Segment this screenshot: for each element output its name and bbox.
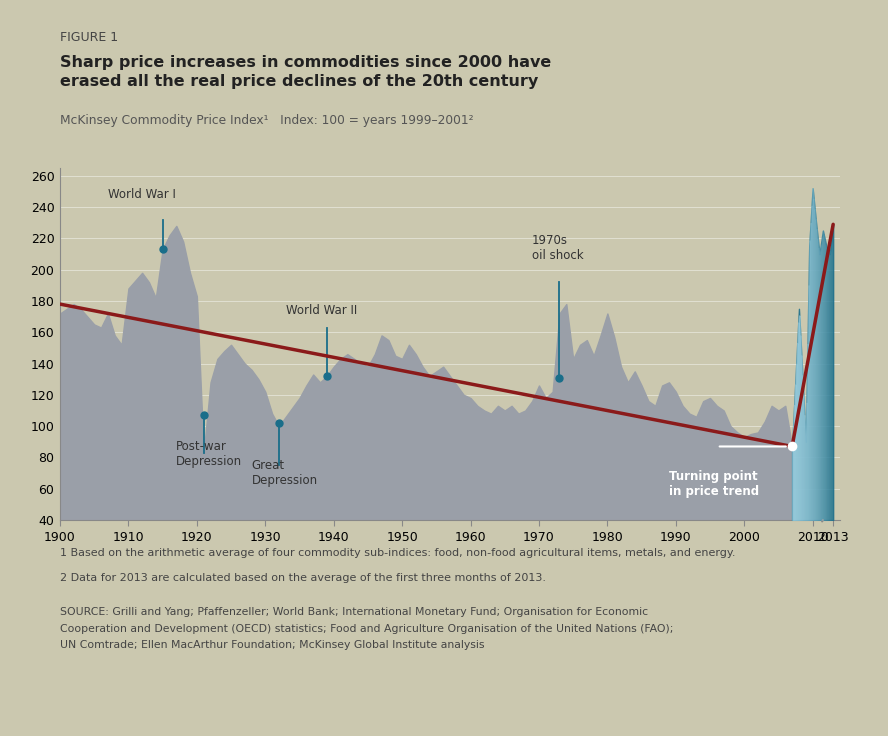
Text: UN Comtrade; Ellen MacArthur Foundation; McKinsey Global Institute analysis: UN Comtrade; Ellen MacArthur Foundation;… <box>60 640 485 651</box>
Text: FIGURE 1: FIGURE 1 <box>60 31 118 44</box>
Text: McKinsey Commodity Price Index¹   Index: 100 = years 1999–2001²: McKinsey Commodity Price Index¹ Index: 1… <box>60 114 474 127</box>
Text: Sharp price increases in commodities since 2000 have
erased all the real price d: Sharp price increases in commodities sin… <box>60 55 551 89</box>
Text: 2 Data for 2013 are calculated based on the average of the first three months of: 2 Data for 2013 are calculated based on … <box>60 573 546 583</box>
Text: World War I: World War I <box>108 188 176 201</box>
Text: Great
Depression: Great Depression <box>251 459 318 487</box>
Text: SOURCE: Grilli and Yang; Pfaffenzeller; World Bank; International Monetary Fund;: SOURCE: Grilli and Yang; Pfaffenzeller; … <box>60 607 648 618</box>
Text: 1 Based on the arithmetic average of four commodity sub-indices: food, non-food : 1 Based on the arithmetic average of fou… <box>60 548 736 559</box>
Text: World War II: World War II <box>286 304 357 316</box>
Text: Turning point
in price trend: Turning point in price trend <box>669 470 759 498</box>
Text: Cooperation and Development (OECD) statistics; Food and Agriculture Organisation: Cooperation and Development (OECD) stati… <box>60 624 674 634</box>
Text: 1970s
oil shock: 1970s oil shock <box>532 234 583 262</box>
Text: Post-war
Depression: Post-war Depression <box>177 440 242 468</box>
